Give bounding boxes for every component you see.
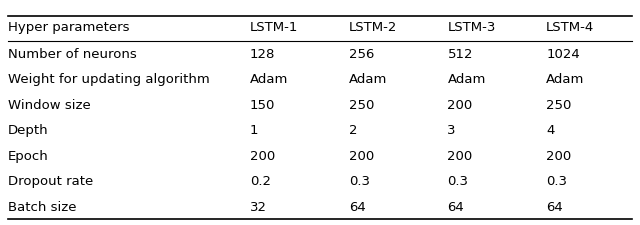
Text: Epoch: Epoch (8, 149, 49, 162)
Text: LSTM-3: LSTM-3 (447, 20, 496, 33)
Text: 2: 2 (349, 124, 357, 137)
Text: Weight for updating algorithm: Weight for updating algorithm (8, 73, 209, 86)
Text: 200: 200 (447, 98, 473, 111)
Text: Dropout rate: Dropout rate (8, 175, 93, 188)
Text: 250: 250 (349, 98, 374, 111)
Text: 64: 64 (349, 200, 365, 213)
Text: 1024: 1024 (546, 48, 580, 61)
Text: 200: 200 (250, 149, 275, 162)
Text: 0.2: 0.2 (250, 175, 271, 188)
Text: Batch size: Batch size (8, 200, 76, 213)
Text: LSTM-1: LSTM-1 (250, 20, 298, 33)
Text: LSTM-4: LSTM-4 (546, 20, 595, 33)
Text: 128: 128 (250, 48, 275, 61)
Text: 0.3: 0.3 (349, 175, 370, 188)
Text: 0.3: 0.3 (546, 175, 567, 188)
Text: Hyper parameters: Hyper parameters (8, 20, 129, 33)
Text: 200: 200 (546, 149, 572, 162)
Text: 512: 512 (447, 48, 473, 61)
Text: LSTM-2: LSTM-2 (349, 20, 397, 33)
Text: Number of neurons: Number of neurons (8, 48, 136, 61)
Text: 256: 256 (349, 48, 374, 61)
Text: 64: 64 (546, 200, 563, 213)
Text: Adam: Adam (546, 73, 584, 86)
Text: 4: 4 (546, 124, 555, 137)
Text: Adam: Adam (447, 73, 486, 86)
Text: 250: 250 (546, 98, 572, 111)
Text: 200: 200 (447, 149, 473, 162)
Text: 1: 1 (250, 124, 259, 137)
Text: 200: 200 (349, 149, 374, 162)
Text: Adam: Adam (349, 73, 387, 86)
Text: Depth: Depth (8, 124, 49, 137)
Text: 64: 64 (447, 200, 464, 213)
Text: 3: 3 (447, 124, 456, 137)
Text: 0.3: 0.3 (447, 175, 468, 188)
Text: Window size: Window size (8, 98, 90, 111)
Text: Adam: Adam (250, 73, 288, 86)
Text: 150: 150 (250, 98, 275, 111)
Text: 32: 32 (250, 200, 267, 213)
